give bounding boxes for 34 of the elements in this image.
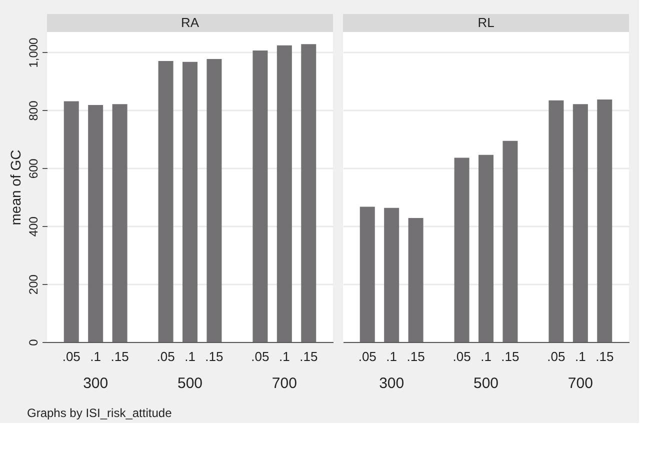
x-tick-label: .15 [406, 349, 425, 364]
chart-title: RA [180, 15, 200, 30]
x-tick-label: .05 [251, 349, 270, 364]
y-tick-label: 600 [26, 158, 40, 179]
y-tick-label: 800 [26, 100, 40, 121]
x-tick-label: .1 [575, 349, 586, 364]
y-axis-title: mean of GC [8, 150, 24, 226]
x-tick-label: .15 [110, 349, 129, 364]
x-tick-label: .05 [62, 349, 80, 364]
x-tick-label: .15 [596, 349, 614, 364]
x-tick-label: .1 [90, 349, 101, 364]
x-tick-label: .1 [386, 349, 397, 364]
x-tick-label: .1 [279, 349, 290, 364]
y-tick-label: 0 [26, 338, 40, 346]
x-tick-label: .05 [547, 349, 566, 364]
y-tick-label: 1,000 [26, 37, 40, 68]
text: 500 [177, 375, 203, 392]
x-tick-label: .15 [300, 349, 318, 364]
text: 500 [473, 375, 499, 392]
y-tick-label: 400 [26, 216, 40, 237]
chart-title: RL [478, 15, 494, 30]
text: 700 [272, 375, 297, 392]
x-tick-label: .1 [480, 349, 492, 364]
x-tick-label: .1 [184, 349, 196, 364]
x-tick-label: .05 [156, 349, 175, 364]
text: Graphs by ISI_risk_attitude [27, 406, 172, 420]
x-tick-label: .05 [358, 349, 376, 364]
x-tick-label: .15 [501, 349, 520, 364]
text: 300 [83, 375, 108, 392]
x-tick-label: .05 [452, 349, 471, 364]
y-tick-label: 200 [26, 274, 40, 295]
x-tick-label: .15 [205, 349, 224, 364]
text: 300 [379, 375, 404, 392]
text: 700 [568, 375, 593, 392]
